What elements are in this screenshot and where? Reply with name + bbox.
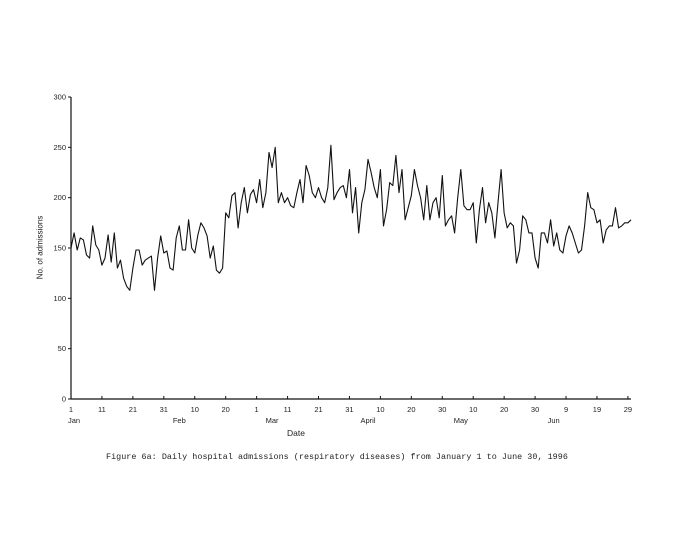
x-tick-label: 21 <box>129 405 137 414</box>
x-tick-label: 21 <box>314 405 322 414</box>
y-tick-label: 200 <box>53 193 66 202</box>
y-axis-label: No. of admissions <box>35 215 45 280</box>
x-tick-label: 30 <box>531 405 539 414</box>
month-label: Feb <box>173 416 186 425</box>
y-tick-label: 100 <box>53 294 66 303</box>
x-tick-label: 10 <box>191 405 199 414</box>
x-tick-label: 1 <box>69 405 73 414</box>
month-label: April <box>361 416 376 425</box>
x-axis-ticks: 1 11 21 31 10 20 1 11 21 31 10 20 30 10 20 30 9 19 29 <box>69 396 632 414</box>
x-tick-label: 1 <box>255 405 259 414</box>
x-tick-label: 11 <box>98 405 106 414</box>
admissions-line <box>70 144 632 291</box>
x-tick-label: 10 <box>469 405 477 414</box>
x-tick-label: 20 <box>407 405 415 414</box>
x-tick-label: 29 <box>624 405 632 414</box>
month-labels: Jan Feb Mar April May Jun <box>68 416 560 425</box>
month-label: Mar <box>266 416 279 425</box>
month-label: Jan <box>68 416 80 425</box>
x-tick-label: 9 <box>564 405 568 414</box>
x-tick-label: 20 <box>500 405 508 414</box>
month-label: Jun <box>548 416 560 425</box>
y-tick-label: 300 <box>53 93 66 102</box>
month-label: May <box>454 416 468 425</box>
x-tick-label: 31 <box>160 405 168 414</box>
x-tick-label: 10 <box>376 405 384 414</box>
y-tick-label: 50 <box>58 344 66 353</box>
y-axis-ticks: 0 50 100 150 200 250 300 <box>53 93 71 404</box>
y-tick-label: 150 <box>53 244 66 253</box>
x-tick-label: 19 <box>593 405 601 414</box>
x-axis-label: Date <box>287 428 305 438</box>
figure-caption: Figure 6a: Daily hospital admissions (re… <box>106 452 568 462</box>
x-tick-label: 31 <box>345 405 353 414</box>
x-tick-label: 30 <box>438 405 446 414</box>
x-tick-label: 20 <box>222 405 230 414</box>
x-tick-label: 11 <box>284 405 292 414</box>
y-tick-label: 0 <box>62 395 66 404</box>
chart-axes <box>70 97 631 400</box>
y-tick-label: 250 <box>53 143 66 152</box>
